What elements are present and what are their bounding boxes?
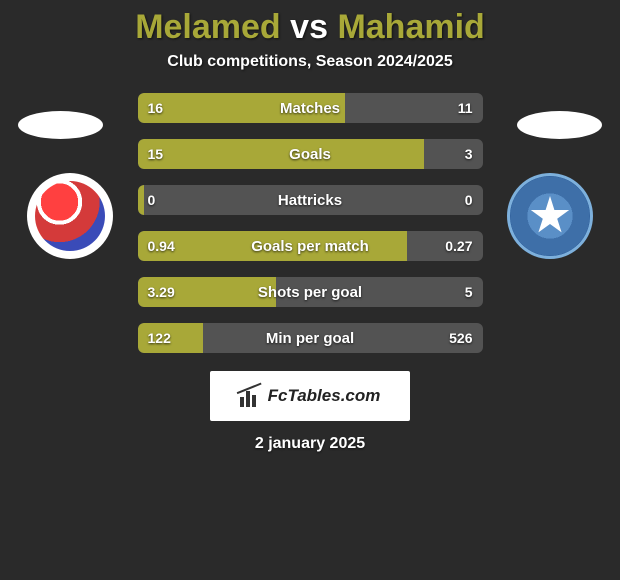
stat-label: Hattricks <box>138 185 483 215</box>
stat-fill <box>138 185 145 215</box>
stat-row: 3.29Shots per goal5 <box>138 277 483 307</box>
stat-row: 16Matches11 <box>138 93 483 123</box>
branding-badge: FcTables.com <box>210 371 410 421</box>
stat-right-value: 11 <box>448 93 483 123</box>
stat-right-value: 526 <box>439 323 482 353</box>
stat-row: 0.94Goals per match0.27 <box>138 231 483 261</box>
player2-country-flag <box>517 111 602 139</box>
player1-club-badge <box>27 173 113 259</box>
stat-fill <box>138 93 345 123</box>
stat-row: 0Hattricks0 <box>138 185 483 215</box>
player2-name: Mahamid <box>337 8 484 46</box>
stat-right-value: 5 <box>455 277 483 307</box>
subtitle: Club competitions, Season 2024/2025 <box>0 53 620 71</box>
stat-row: 122Min per goal526 <box>138 323 483 353</box>
stat-fill <box>138 231 407 261</box>
player2-club-badge <box>507 173 593 259</box>
club-badge-star-icon <box>530 196 570 236</box>
comparison-title: Melamed vs Mahamid <box>0 0 620 53</box>
stat-right-value: 3 <box>455 139 483 169</box>
branding-text: FcTables.com <box>268 386 381 406</box>
fctables-chart-icon <box>240 385 262 407</box>
vs-separator: vs <box>290 8 328 46</box>
stat-bars: 16Matches11 15Goals3 0Hattricks0 0.94Goals … <box>138 93 483 353</box>
date-line: 2 january 2025 <box>0 435 620 453</box>
stat-fill <box>138 277 276 307</box>
stat-right-value: 0 <box>455 185 483 215</box>
player1-name: Melamed <box>135 8 281 46</box>
stat-fill <box>138 139 424 169</box>
comparison-arena: 16Matches11 15Goals3 0Hattricks0 0.94Goals … <box>0 93 620 353</box>
player1-country-flag <box>18 111 103 139</box>
stat-fill <box>138 323 204 353</box>
stat-right-value: 0.27 <box>435 231 482 261</box>
stat-row: 15Goals3 <box>138 139 483 169</box>
club-badge-inner-icon <box>35 181 105 251</box>
